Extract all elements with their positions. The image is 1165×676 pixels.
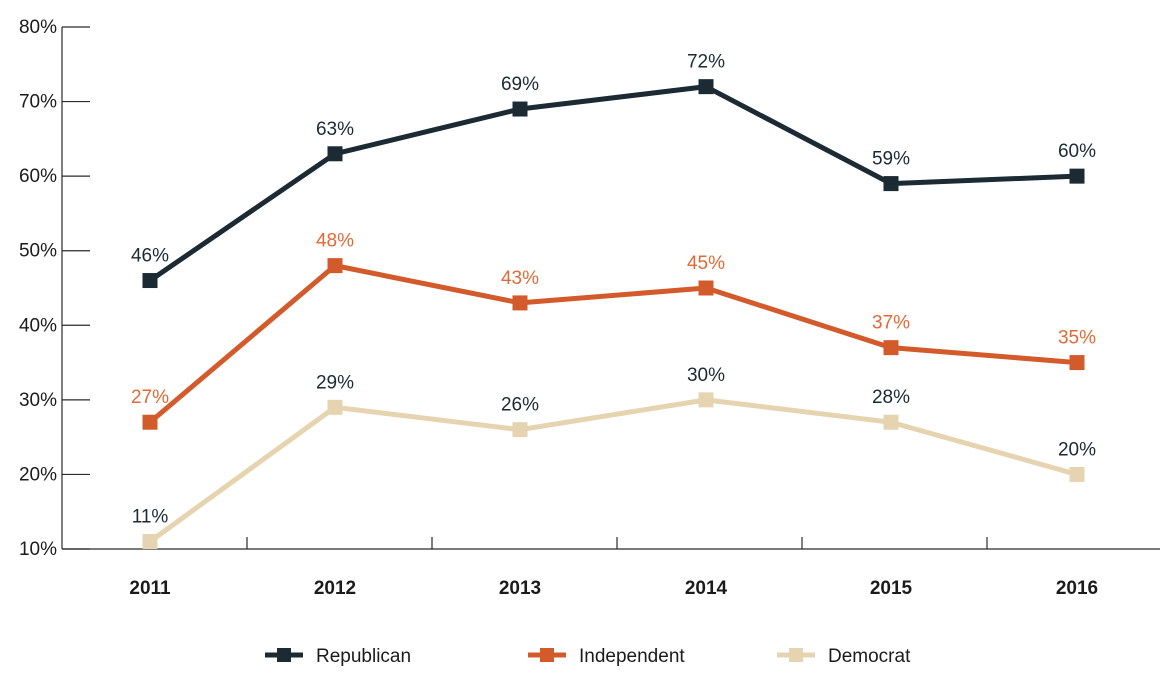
data-label: 60% bbox=[1058, 141, 1096, 162]
data-point-republican bbox=[512, 101, 528, 117]
series-lines bbox=[142, 79, 1085, 550]
data-label: 48% bbox=[316, 231, 354, 252]
data-label: 37% bbox=[872, 313, 910, 334]
y-tick-label: 20% bbox=[19, 464, 57, 485]
data-label: 63% bbox=[316, 119, 354, 140]
data-point-republican bbox=[142, 273, 158, 289]
data-point-independent bbox=[698, 280, 714, 296]
y-tick-label: 80% bbox=[19, 17, 57, 38]
x-tick-label: 2012 bbox=[314, 578, 356, 599]
x-tick-label: 2011 bbox=[129, 578, 171, 599]
data-point-democrat bbox=[142, 534, 158, 550]
data-label: 11% bbox=[132, 507, 169, 528]
series-line-independent bbox=[148, 263, 1078, 425]
x-tick-label: 2016 bbox=[1056, 578, 1098, 599]
data-labels: 46% 63% 69% 72% 59% 60% 27% 48% 43% 45% 37% 35% 11% 2… bbox=[131, 52, 1096, 528]
y-tick-label: 70% bbox=[19, 92, 57, 113]
series-line-republican bbox=[148, 84, 1078, 283]
data-label: 20% bbox=[1058, 439, 1096, 460]
x-tick-label: 2013 bbox=[499, 578, 541, 599]
data-point-independent bbox=[142, 414, 158, 430]
data-point-republican bbox=[883, 176, 899, 192]
data-label: 27% bbox=[131, 387, 169, 408]
data-point-democrat bbox=[1069, 466, 1085, 482]
data-label: 46% bbox=[131, 246, 169, 267]
data-label: 43% bbox=[501, 268, 539, 289]
axes: 10% 20% 30% 40% 50% 60% 70% 80% 2011 2012 2013 2014… bbox=[19, 17, 1160, 599]
data-point-democrat bbox=[883, 414, 899, 430]
y-tick-label: 50% bbox=[19, 241, 57, 262]
data-point-independent bbox=[1069, 355, 1085, 371]
data-label: 26% bbox=[501, 395, 539, 416]
y-tick-label: 30% bbox=[19, 390, 57, 411]
x-tick-label: 2014 bbox=[685, 578, 728, 599]
legend-swatch-marker bbox=[277, 648, 291, 662]
legend-swatch-marker bbox=[789, 648, 803, 662]
series-line-democrat bbox=[148, 397, 1078, 544]
data-label: 72% bbox=[687, 52, 725, 73]
data-point-independent bbox=[512, 295, 528, 311]
legend-label: Republican bbox=[316, 646, 411, 667]
data-label: 45% bbox=[687, 253, 725, 274]
legend-label: Democrat bbox=[828, 646, 911, 667]
y-tick-label: 60% bbox=[19, 166, 57, 187]
data-point-republican bbox=[1069, 168, 1085, 184]
y-tick-label: 10% bbox=[19, 539, 57, 560]
x-tick-label: 2015 bbox=[870, 578, 913, 599]
legend-swatch-marker bbox=[540, 648, 554, 662]
data-label: 29% bbox=[316, 372, 354, 393]
data-point-democrat bbox=[512, 422, 528, 438]
data-point-republican bbox=[698, 79, 714, 95]
legend: Republican Independent Democrat bbox=[265, 646, 911, 667]
data-label: 30% bbox=[687, 365, 725, 386]
legend-label: Independent bbox=[579, 646, 685, 667]
data-point-republican bbox=[327, 146, 343, 162]
data-point-democrat bbox=[698, 392, 714, 408]
data-label: 59% bbox=[872, 149, 910, 170]
data-label: 28% bbox=[872, 387, 910, 408]
data-label: 35% bbox=[1058, 328, 1096, 349]
data-label: 69% bbox=[501, 74, 539, 95]
data-point-democrat bbox=[327, 399, 343, 415]
data-point-independent bbox=[327, 258, 343, 274]
y-tick-label: 40% bbox=[19, 315, 57, 336]
data-point-independent bbox=[883, 340, 899, 356]
